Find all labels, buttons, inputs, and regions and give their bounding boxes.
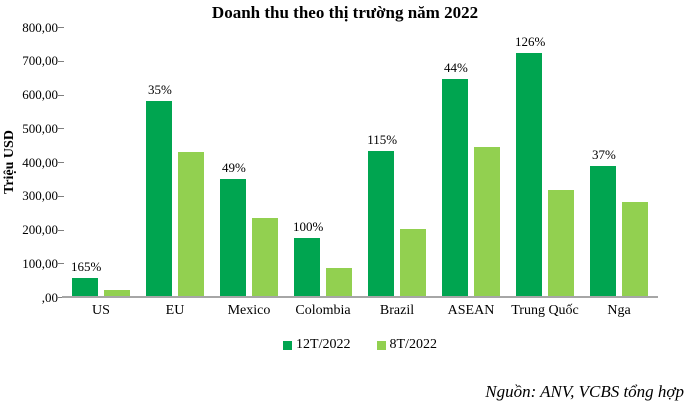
y-tick-mark (58, 94, 64, 96)
y-tick-label: 400,00 (22, 154, 58, 170)
bar-group-ASEAN: 44% (434, 27, 508, 297)
bar-8T/2022-Brazil (400, 229, 426, 297)
source-note: Nguồn: ANV, VCBS tổng hợp (485, 382, 684, 401)
growth-label-EU: 35% (148, 81, 172, 97)
y-tick-label: 700,00 (22, 53, 58, 69)
x-axis-line (62, 296, 658, 298)
growth-label-Trung Quốc: 126% (515, 34, 546, 50)
bar-12T/2022-ASEAN: 44% (442, 60, 468, 297)
bar-12T/2022-Brazil: 115% (367, 132, 397, 297)
y-tick-label: 300,00 (22, 188, 58, 204)
bar-12T/2022-Mexico: 49% (220, 160, 246, 297)
bar-group-US: 165% (64, 27, 138, 297)
legend-item-12T/2022: 12T/2022 (283, 337, 351, 353)
growth-label-Brazil: 115% (367, 131, 398, 147)
category-label-Colombia: Colombia (295, 303, 351, 318)
y-tick-label: 800,00 (22, 19, 58, 35)
growth-label-Nga: 37% (592, 147, 616, 163)
legend: 12T/2022 8T/2022 (64, 337, 656, 353)
y-tick-label: 200,00 (22, 222, 58, 237)
growth-label-Colombia: 100% (293, 219, 324, 235)
y-tick-mark (58, 229, 64, 231)
bar-12T/2022-Nga: 37% (590, 147, 616, 297)
bar-8T/2022-Trung Quốc (548, 189, 574, 297)
bar-8T/2022-Nga (622, 201, 648, 297)
growth-label-Mexico: 49% (222, 159, 246, 175)
bar-12T/2022-Colombia: 100% (293, 219, 323, 297)
category-label-Brazil: Brazil (379, 303, 415, 318)
y-tick-mark (58, 128, 64, 130)
category-label-EU: EU (165, 303, 185, 318)
bar-12T/2022-US: 165% (71, 259, 101, 297)
category-label-Nga: Nga (607, 303, 631, 318)
bar-8T/2022-ASEAN (474, 147, 500, 297)
category-label-ASEAN: ASEAN (447, 303, 495, 318)
bar-8T/2022-Mexico (252, 218, 278, 297)
category-label-US: US (92, 303, 110, 318)
category-label-Mexico: Mexico (227, 303, 271, 318)
bar-group-EU: 35% (138, 27, 212, 297)
bar-group-Trung Quốc: 126% (508, 27, 582, 297)
y-tick-label: 500,00 (22, 120, 58, 136)
legend-label: 8T/2022 (389, 337, 437, 352)
bar-8T/2022-EU (178, 151, 204, 297)
y-tick-mark (58, 27, 64, 28)
bar-group-Mexico: 49% (212, 27, 286, 297)
y-tick-mark (58, 297, 64, 298)
y-tick-mark (58, 60, 64, 62)
y-tick-label: 100,00 (22, 255, 58, 271)
y-tick-label: 600,00 (22, 87, 58, 102)
legend-swatch-icon (283, 340, 293, 350)
y-tick-label: ,00 (41, 289, 58, 305)
growth-label-ASEAN: 44% (444, 59, 468, 75)
bar-12T/2022-EU: 35% (146, 82, 172, 297)
chart-title: Doanh thu theo thị trường năm 2022 (211, 3, 479, 22)
bar-8T/2022-US (104, 289, 130, 297)
y-tick-mark (58, 195, 64, 197)
bar-12T/2022-Trung Quốc: 126% (515, 34, 545, 297)
legend-swatch-icon (376, 340, 386, 350)
growth-label-US: 165% (71, 258, 102, 274)
y-tick-mark (58, 162, 64, 163)
legend-item-8T/2022: 8T/2022 (376, 337, 437, 353)
bar-group-Colombia: 100% (286, 27, 360, 297)
legend-label: 12T/2022 (296, 337, 351, 352)
bar-group-Nga: 37% (582, 27, 656, 297)
bar-8T/2022-Colombia (326, 267, 352, 297)
bar-group-Brazil: 115% (360, 27, 434, 297)
y-tick-mark (58, 263, 64, 265)
category-label-Trung Quốc: Trung Quốc (511, 303, 579, 318)
